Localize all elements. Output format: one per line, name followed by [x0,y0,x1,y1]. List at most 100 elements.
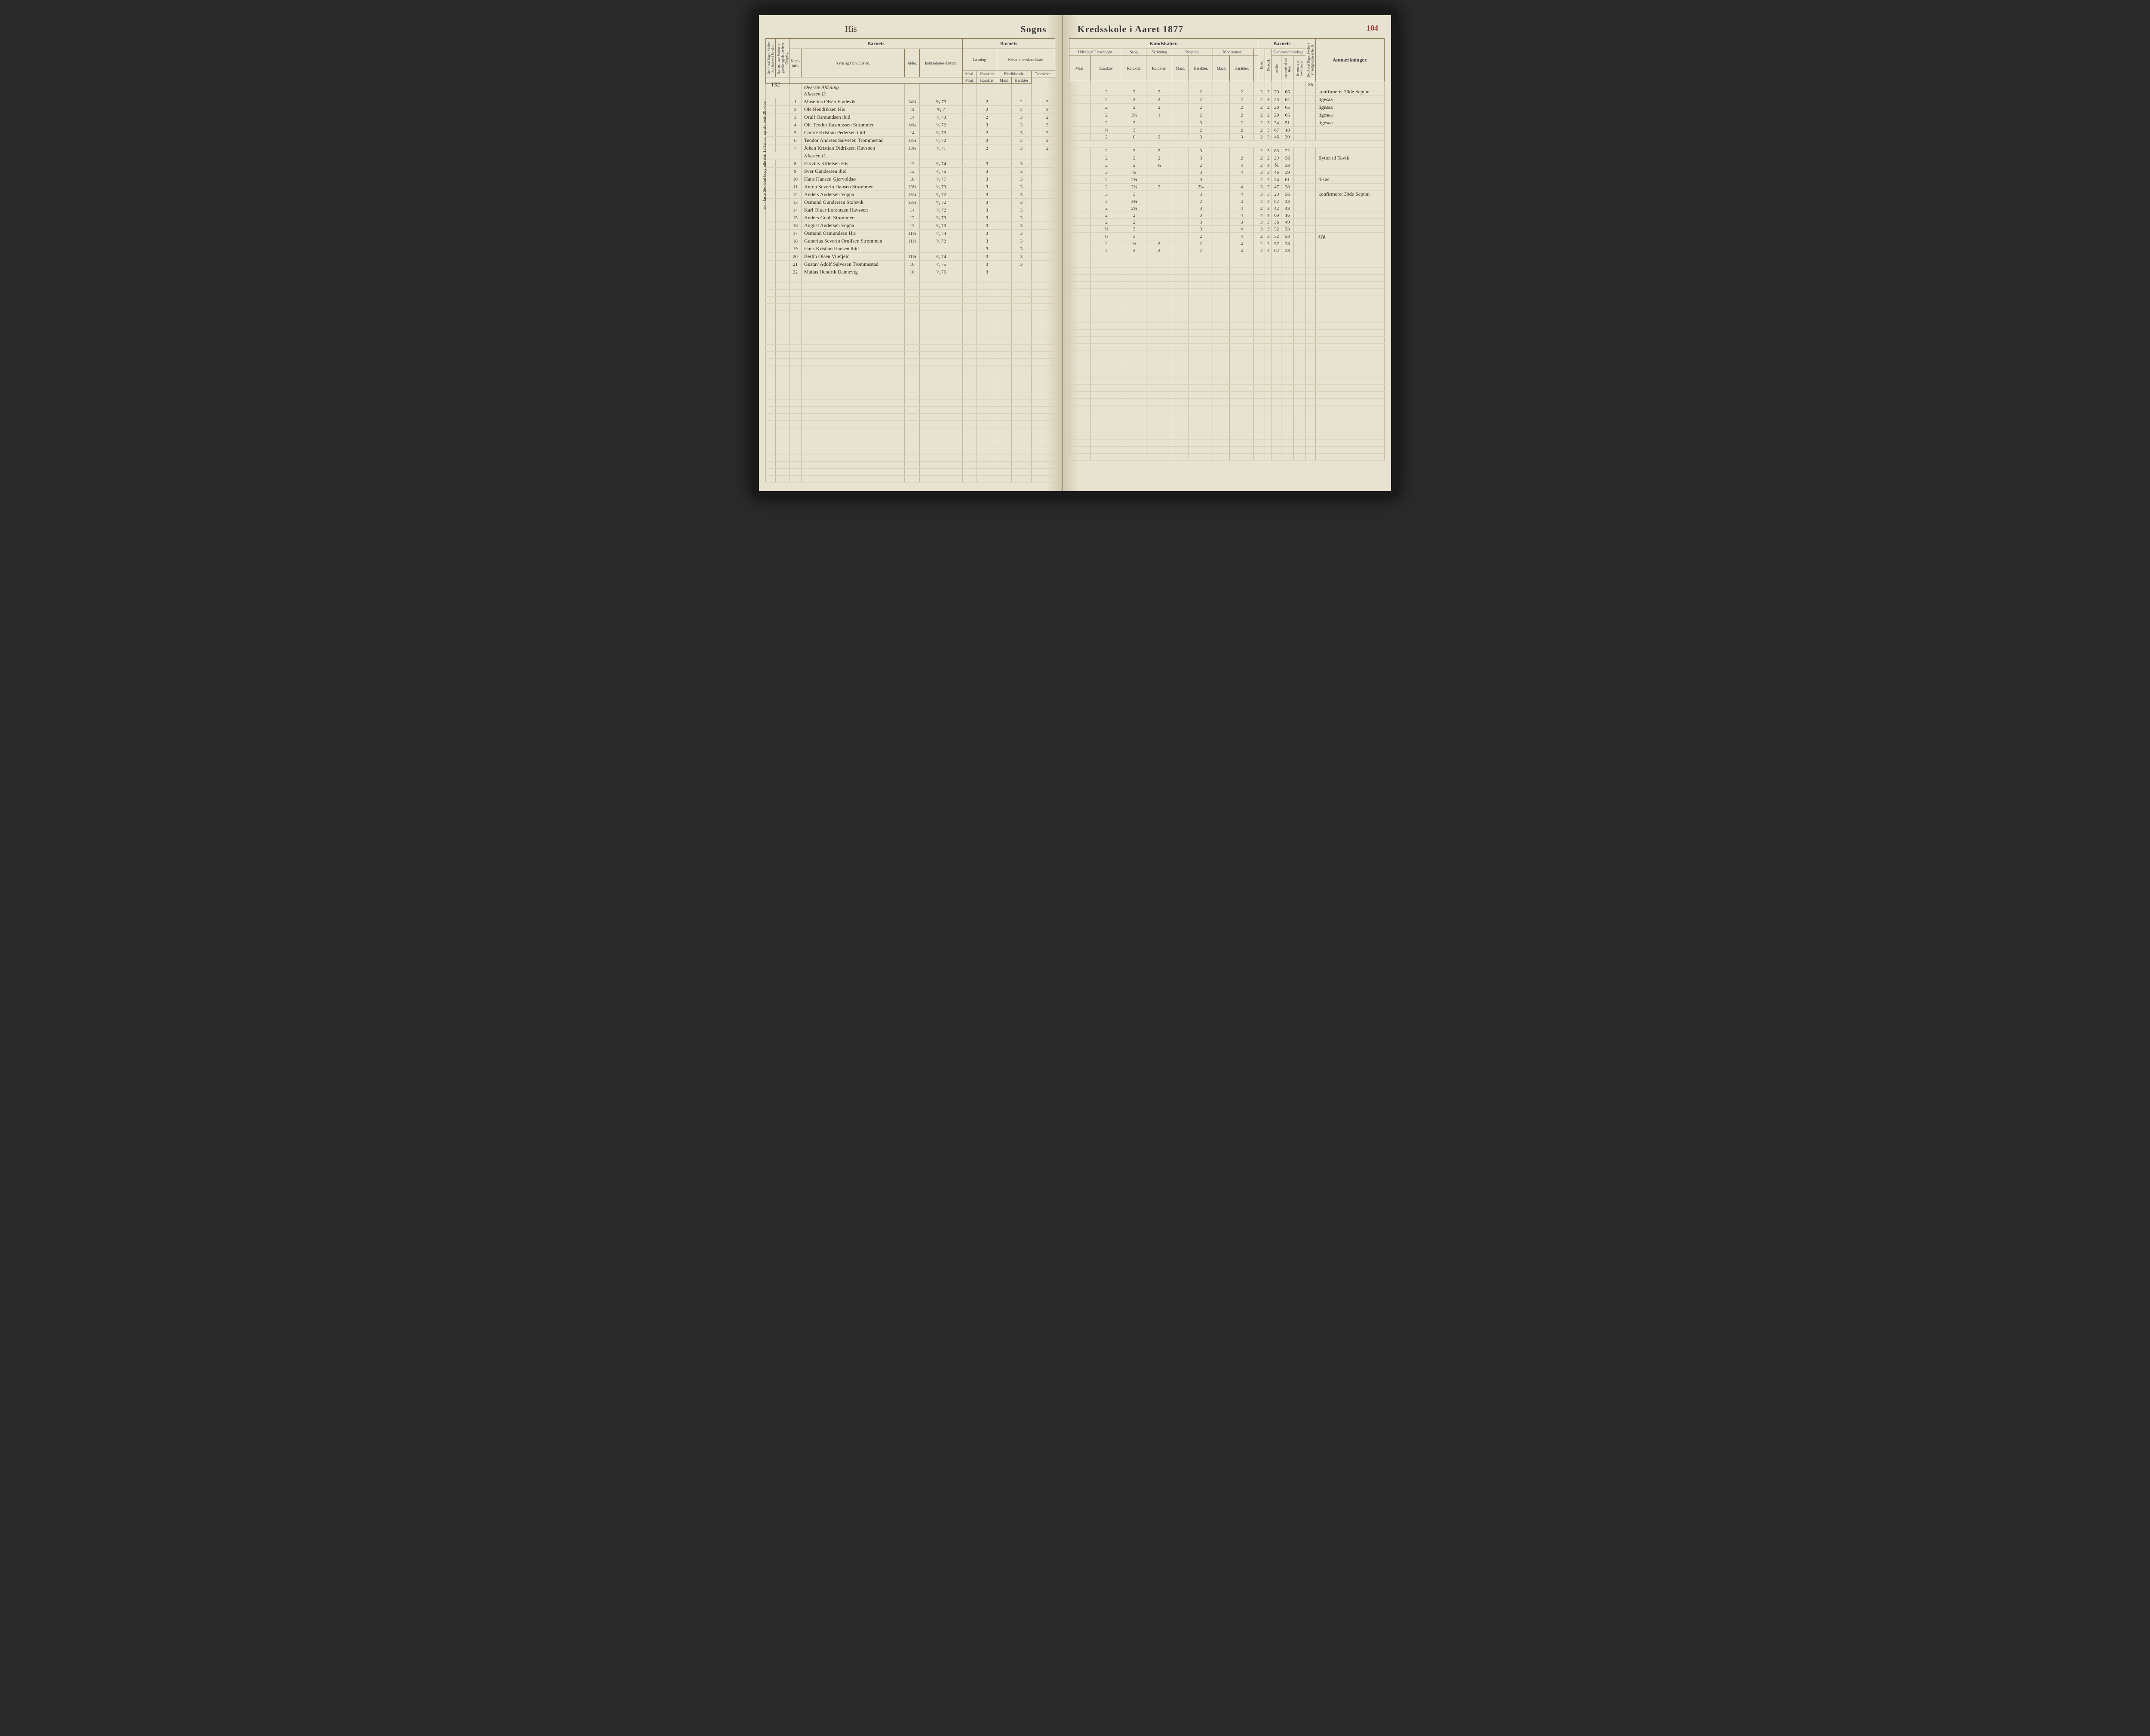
hdr-troes: Troeslære. [1032,71,1055,77]
table-row: 3 ⅔ 3 4 3 3 46 39 [1069,169,1384,176]
hdr-barnets-1: Barnets [789,39,963,49]
hdr-lovgrund: forsømte af lovl.Grund [1293,55,1305,81]
table-row: ⅔ 3 2 2 2 3 67 18 [1069,127,1384,134]
ledger-book: His Sogns 132 Den faste Skoletid begyndt… [752,9,1398,498]
top-number: 132 [771,82,780,89]
page-number: 104 [1367,24,1378,33]
table-row: 4 Ole Teodor Rasmussen Strømmen 14¾ ¹⁄₃ … [766,121,1055,129]
table-row: 2 2¼ 2 2¼ 4 3 3 47 38 [1069,184,1384,190]
hdr-r-kar: Ka­rak­ter. [1189,55,1213,81]
tbody-right: 85 2 2 2 2 2 2 2 20 65 konfirmeret 30de … [1069,81,1384,461]
ledger-table-right: Kundskaber. Barnets Det Antal Dage, Sko­… [1069,38,1385,461]
hdr-mm-maal: Maal. [1213,55,1230,81]
hdr-skr-kar: Ka­rak­ter. [1146,55,1172,81]
hdr-nummer: Num­mer. [789,49,802,77]
table-row: 2 2 3 4 4 4 69 16 [1069,212,1384,219]
hdr-sang-kar: Ka­rak­ter. [1122,55,1146,81]
hdr-alder: Al­der. [905,49,920,77]
hdr-laesning: Læsning. [962,49,997,71]
hdr-b-maal: Maal. [962,77,977,84]
table-row: 17 Osmund Osmundsen His 11¾ ¹⁄₃ 74 3 3 [766,230,1055,237]
table-row: 12 Anders Andersen Voppa 13¾ ³⁄₁ 72 3 3 [766,191,1055,199]
title-kredsskole: Kredsskole i Aaret 1877 [1069,24,1385,35]
table-row: 2 2 ¾ 2 4 2 4 ⅗ 33 [1069,162,1384,169]
hdr-regning: Regning. [1172,49,1213,55]
hdr-barnets-2: Barnets [962,39,1055,49]
hdr-indtr: Indtræ­delses-Datum. [920,49,963,77]
side-note: Den faste Skoletid begyndte den 13 Janua… [762,101,767,209]
parish-name: His [845,25,857,34]
table-row: 10 Hans Hansen Gjervoldsø 10 ²⁄₁ 77 3 3 [766,175,1055,183]
table-row: 2 2 2 2 4 2 2 62 23 [1069,247,1384,254]
hdr-antaldage: Det Antal Dage, Sko­len i Virkeligheden … [1305,39,1315,81]
table-row: 2 Ole Hendriksen His 14 ⁹⁄₁ 7 2 2 2 [766,106,1055,114]
table-row: 2 0 2 3 3 2 3 46 39 [1069,134,1384,141]
hdr-kristendom: Kristendomskundskab. [997,49,1055,71]
table-row: 21 Gustav Adolf Salvesen Trommestad 10 ³… [766,261,1055,268]
hdr-forhold: Forhold. [1265,49,1272,81]
hdr-u-maal: Maal. [1069,55,1090,81]
table-row: 2 2 2 2 2 2 2 20 65 ligesaa [1069,104,1384,111]
table-row: 15 Anders Guall Strømmen 12 ²⁄₃ 73 3 3 [766,214,1055,222]
hdr-kundskaber: Kundskaber. [1069,39,1258,49]
hdr-udvalg: Udvalg af Læsebogen. [1069,49,1122,55]
table-row: 18 Gunerius Severin Orulfsen Strømmen 11… [766,237,1055,245]
table-row: 6 Teodor Andreas Salvesen Trommestad 13¾… [766,137,1055,144]
table-row: ⅔ 3 2 4 2 3 32 53 syg [1069,233,1384,240]
hdr-forsomte: forsømte af det Hele. [1281,55,1293,81]
hdr-mm-kar: Ka­rak­ter. [1230,55,1254,81]
table-row: 8 Elovius Kittelsen His 12 ²⁄₁ 74 3 3 [766,160,1055,168]
hdr-skolesog: Skolesøgningsdage. [1272,49,1306,55]
table-row: 2 ⅓ 2 2 4 2 2 57 28 [1069,240,1384,247]
tbody-left: Øverste AfdelingKlassen D. 1 Maselius Ol… [766,84,1055,482]
table-row: 9 Sver Gundersen ibid 12 ²⁄₃ 76 3 3 [766,168,1055,175]
table-row: 2 2 3 3 3 3 36 49 [1069,219,1384,226]
table-row: 7 Johan Kristian Didriksen Havsøen 13¼ ³… [766,144,1055,152]
title-text: Kredsskole i Aaret 18 [1078,24,1173,34]
hdr-modte: mødte. [1272,55,1281,81]
hdr-t-kar: Ka­rak­ter [1011,77,1032,84]
hdr-l-kar: Ka­rak­ter [977,71,997,77]
title-sogns: Sogns [765,24,1055,35]
table-row: 20 Berlin Olsen Vilefjeld 11¾ ²⁄₃ 74 3 3 [766,253,1055,261]
table-row: 16 August Andersen Voppa 13 ²⁄₁ 73 3 3 [766,222,1055,230]
table-row: 2 2¼ 3 2 2 24 61 tilsøs. [1069,176,1384,184]
table-row: 14 Karl Oluer Lorentzen Havsøen 14 ²⁄₃ 7… [766,206,1055,214]
table-row: 2 3¼ 1 2 2 2 2 20 65 ligesaa [1069,111,1384,119]
table-row: 2 2 3 2 2 3 34 51 ligesaa [1069,119,1384,127]
hdr-b-kar: Ka­rak­ter [977,77,997,84]
left-page: His Sogns 132 Den faste Skoletid begyndt… [759,15,1063,491]
col-datum: Datum, naar Skolen be­gynder og slutter … [776,39,789,77]
table-row: 2 2 2 3 2 2 2 29 56 flyttet til Tavik [1069,154,1384,162]
table-row: 2 2 2 2 2 2 2 20 65 konfirmeret 30de Sep… [1069,88,1384,96]
table-row: ⅔ 3 3 4 3 3 52 33 [1069,226,1384,233]
table-row: 11 Anton Severin Hansen Strømmen 13⅓ ¹⁄₃… [766,183,1055,191]
ledger-table-left: Det Antal Dage, Skolen skal holdes i Kre… [765,38,1055,482]
right-page: 104 Kredsskole i Aaret 1877 Kundskaber. … [1063,15,1391,491]
table-row: 1 Maselius Olsen Flødevik 14¾ ⁸⁄₁ 73 2 2… [766,98,1055,106]
hdr-modersmaal: Modersmaal. [1213,49,1254,55]
hdr-bibel: Bibelhistorie. [997,71,1032,77]
col-dage: Det Antal Dage, Skolen skal holdes i Kre… [766,39,776,77]
hdr-u-kar: Ka­rak­ter. [1091,55,1122,81]
table-row: 5 Carole Kristian Pedersen ibid 14 ²⁄₃ 7… [766,129,1055,137]
hdr-sang: Sang. [1122,49,1146,55]
hdr-t-maal: Maal. [997,77,1012,84]
hdr-barnets-r: Barnets [1258,39,1306,49]
table-row: 3 3 3 4 3 3 29 56 konfirmeret 30de Septb… [1069,190,1384,198]
table-row: 2 3¼ 2 4 2 2 62 23 [1069,198,1384,205]
hdr-r-maal: Maal. [1172,55,1189,81]
hdr-l-maal: Maal. [962,71,977,77]
hdr-skriv: Skriv­ning [1146,49,1172,55]
table-row: 19 Hans Kristian Hansen ibid 3 3 [766,245,1055,253]
table-row: 2 2¼ 3 4 2 3 42 43 [1069,205,1384,212]
table-row: 2 2 2 2 2 2 3 23 62 ligesaa [1069,96,1384,104]
table-row: 13 Osmund Gundersen Stølsvik 13¾ ⁹⁄₁ 72 … [766,199,1055,206]
hdr-evne: Evne. [1258,49,1265,81]
hdr-navn: Navn og Opholdssted. [802,49,905,77]
table-row: 3 Orulf Osmundsen ibid 14 ²⁄₃ 73 2 3 2 [766,114,1055,121]
hdr-anm: Anmærkninger. [1315,39,1384,81]
table-row: 22 Matias Hendrik Dannevig 10 ²⁄₁ 76 3 [766,268,1055,276]
table-row: 2 2 2 3 2 3 63 22 [1069,147,1384,154]
year-suffix: 77 [1173,24,1183,34]
